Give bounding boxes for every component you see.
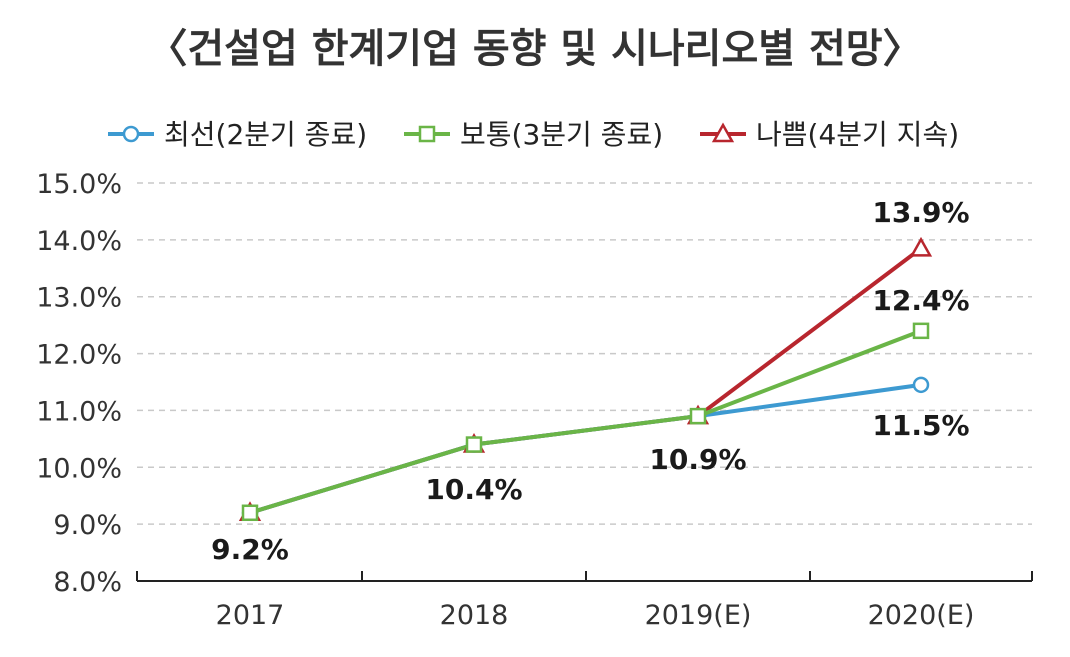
- data-point: [241, 504, 259, 522]
- series-line: [249, 328, 922, 515]
- legend-marker: [122, 125, 140, 143]
- y-tick-label: 8.0%: [53, 567, 122, 598]
- data-label: 9.2%: [211, 533, 289, 566]
- data-point: [465, 436, 483, 453]
- data-point: [912, 376, 930, 394]
- data-label: 10.9%: [649, 443, 746, 476]
- data-label: 10.4%: [425, 473, 522, 506]
- y-tick-label: 13.0%: [36, 283, 122, 314]
- series-line: [249, 246, 923, 515]
- legend-label: 최선(2분기 종료): [164, 118, 367, 151]
- data-label: 13.9%: [872, 196, 969, 229]
- data-label: 11.5%: [872, 409, 969, 442]
- x-tick-label: 2017: [216, 600, 285, 631]
- chart-title: 〈건설업 한계기업 동향 및 시나리오별 전망〉: [147, 26, 922, 72]
- legend-label: 나쁨(4분기 지속): [756, 118, 959, 151]
- data-labels: 9.2% 10.4% 10.9% 11.5% 12.4% 13.9%: [211, 196, 969, 566]
- legend-marker: [711, 122, 735, 143]
- gridlines: [137, 182, 1032, 525]
- series-markers: [238, 236, 933, 522]
- y-tick-label: 11.0%: [36, 396, 122, 427]
- y-axis: 8.0% 9.0% 10.0% 11.0% 12.0% 13.0% 14.0% 15.0%: [36, 169, 122, 598]
- y-tick-label: 14.0%: [36, 226, 122, 257]
- x-tick-label: 2020(E): [868, 600, 975, 631]
- y-tick-label: 12.0%: [36, 340, 122, 371]
- x-axis: 2017 2018 2019(E) 2020(E): [136, 571, 1033, 631]
- x-tick-label: 2018: [440, 600, 509, 631]
- data-point: [689, 407, 707, 425]
- x-tick-label: 2019(E): [645, 600, 752, 631]
- series-line: [249, 382, 922, 515]
- series-lines: [249, 246, 923, 515]
- legend-marker: [418, 125, 436, 143]
- y-tick-label: 15.0%: [36, 169, 122, 200]
- data-point: [912, 322, 930, 340]
- data-point: [909, 236, 933, 257]
- legend: 최선(2분기 종료) 보통(3분기 종료) 나쁨(4분기 지속): [108, 118, 959, 151]
- data-label: 12.4%: [872, 284, 969, 317]
- y-tick-label: 9.0%: [53, 510, 122, 541]
- legend-label: 보통(3분기 종료): [460, 118, 663, 151]
- y-tick-label: 10.0%: [36, 453, 122, 484]
